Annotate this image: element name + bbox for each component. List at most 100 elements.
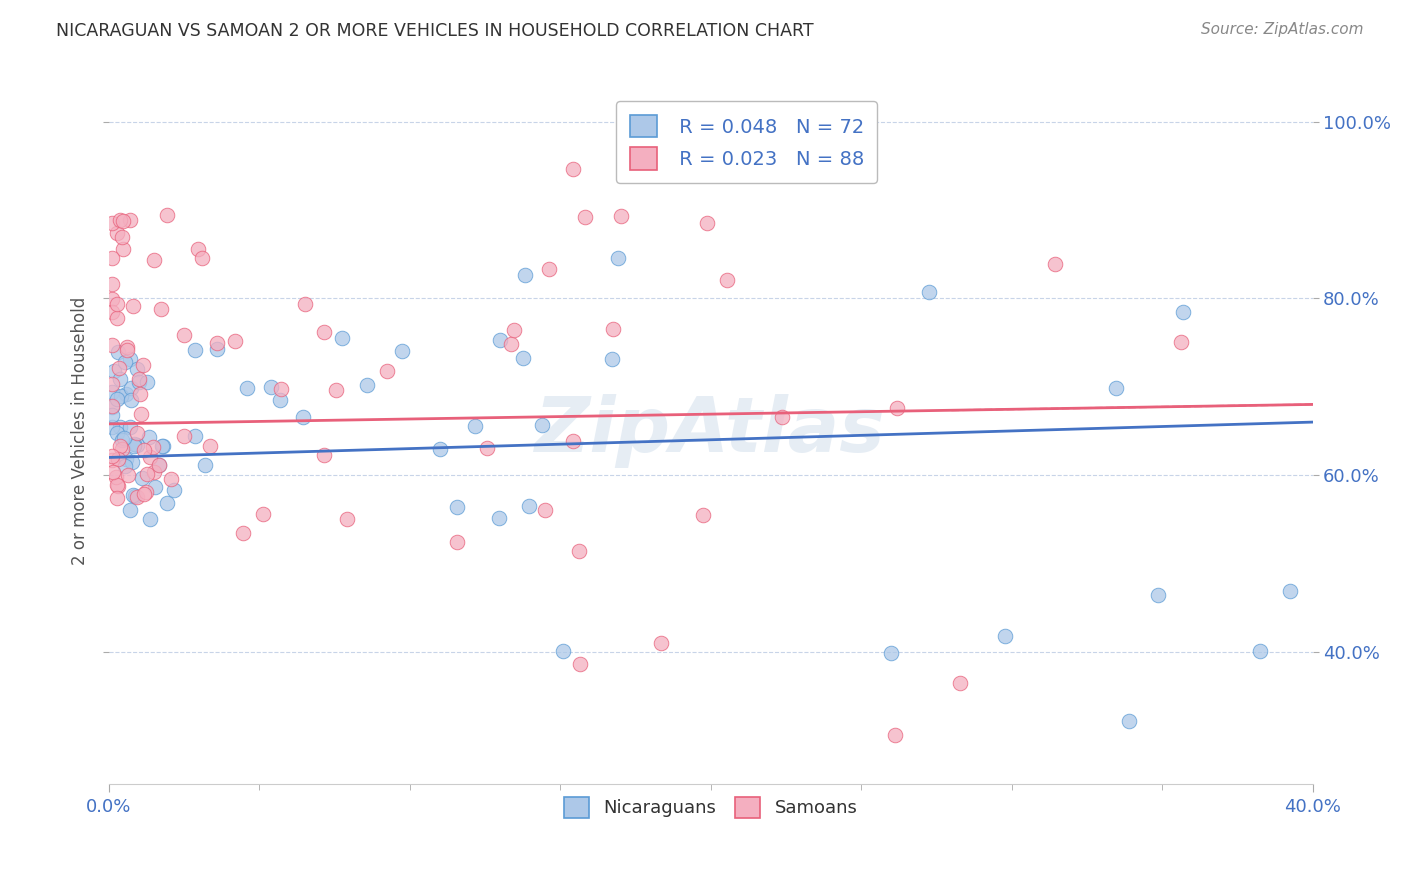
Point	[110, 230, 132, 244]
Point	[375, 364, 398, 378]
Point	[314, 325, 336, 339]
Point	[312, 448, 335, 462]
Point	[260, 380, 283, 394]
Point	[120, 503, 142, 517]
Point	[191, 251, 214, 265]
Point	[163, 483, 186, 497]
Point	[464, 419, 486, 434]
Point	[173, 328, 195, 343]
Point	[121, 381, 143, 395]
Point	[105, 491, 128, 506]
Point	[200, 439, 222, 453]
Point	[294, 297, 316, 311]
Point	[122, 488, 145, 502]
Point	[184, 429, 207, 443]
Point	[134, 487, 156, 501]
Point	[918, 285, 941, 299]
Point	[100, 251, 122, 265]
Point	[103, 363, 125, 377]
Point	[100, 385, 122, 400]
Point	[122, 437, 145, 451]
Point	[534, 503, 557, 517]
Point	[696, 216, 718, 230]
Point	[1146, 588, 1168, 602]
Point	[1043, 257, 1066, 271]
Point	[132, 358, 155, 372]
Point	[111, 442, 134, 457]
Point	[114, 459, 136, 474]
Point	[551, 644, 574, 658]
Point	[112, 214, 135, 228]
Point	[716, 273, 738, 287]
Point	[530, 417, 553, 432]
Point	[142, 252, 165, 267]
Point	[562, 162, 585, 177]
Point	[148, 458, 170, 472]
Point	[139, 512, 162, 526]
Point	[610, 209, 633, 223]
Point	[108, 360, 131, 375]
Point	[125, 490, 148, 504]
Point	[100, 400, 122, 414]
Point	[120, 420, 142, 434]
Point	[111, 242, 134, 256]
Point	[252, 507, 274, 521]
Point	[142, 440, 165, 454]
Point	[110, 439, 132, 453]
Point	[475, 442, 498, 456]
Point	[391, 344, 413, 359]
Point	[111, 433, 134, 447]
Point	[224, 334, 246, 348]
Point	[100, 277, 122, 291]
Point	[110, 389, 132, 403]
Point	[122, 439, 145, 453]
Point	[562, 434, 585, 449]
Point	[114, 451, 136, 466]
Point	[100, 453, 122, 467]
Point	[600, 351, 623, 366]
Point	[1170, 335, 1192, 350]
Point	[356, 378, 378, 392]
Point	[100, 400, 122, 414]
Point	[131, 471, 153, 485]
Point	[138, 430, 160, 444]
Point	[105, 311, 128, 326]
Point	[124, 489, 146, 503]
Point	[105, 392, 128, 406]
Point	[1105, 381, 1128, 395]
Point	[270, 382, 292, 396]
Point	[118, 352, 141, 367]
Point	[125, 426, 148, 441]
Point	[128, 372, 150, 386]
Point	[100, 408, 122, 422]
Point	[517, 499, 540, 513]
Point	[112, 431, 135, 445]
Point	[100, 377, 122, 392]
Point	[107, 345, 129, 359]
Point	[489, 333, 512, 347]
Point	[879, 646, 901, 660]
Point	[100, 216, 122, 230]
Point	[121, 299, 143, 313]
Point	[142, 466, 165, 480]
Point	[114, 355, 136, 369]
Point	[205, 342, 228, 356]
Point	[150, 439, 173, 453]
Point	[205, 336, 228, 351]
Point	[121, 455, 143, 469]
Point	[184, 343, 207, 358]
Point	[101, 465, 124, 479]
Point	[135, 485, 157, 500]
Point	[129, 407, 152, 421]
Text: NICARAGUAN VS SAMOAN 2 OR MORE VEHICLES IN HOUSEHOLD CORRELATION CHART: NICARAGUAN VS SAMOAN 2 OR MORE VEHICLES …	[56, 22, 814, 40]
Point	[949, 676, 972, 690]
Point	[127, 362, 149, 376]
Point	[332, 331, 354, 345]
Point	[128, 376, 150, 390]
Point	[150, 301, 173, 316]
Point	[692, 508, 714, 522]
Point	[110, 213, 132, 227]
Text: ZipAtlas: ZipAtlas	[536, 394, 886, 468]
Point	[232, 526, 254, 541]
Point	[117, 468, 139, 483]
